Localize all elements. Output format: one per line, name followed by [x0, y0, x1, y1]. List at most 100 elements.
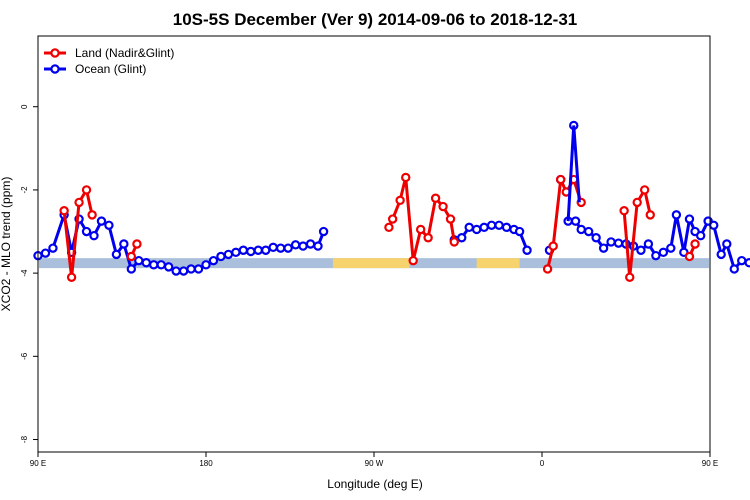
x-tick-label: 90 W [365, 459, 384, 468]
series-1-point [253, 245, 263, 255]
series-1-point [246, 246, 256, 257]
y-tick-label: -4 [20, 269, 29, 277]
series-0-point [74, 197, 84, 208]
series-1-point [501, 222, 512, 233]
series-1-point [283, 243, 293, 253]
series-0-point [408, 255, 418, 266]
series-1-point [193, 264, 204, 274]
series-0-point [619, 206, 629, 216]
legend-marker [50, 48, 60, 58]
series-1-point [636, 245, 646, 255]
x-tick-label: 90 E [30, 459, 46, 468]
series-0-point [126, 251, 137, 262]
series-0-point [387, 214, 398, 224]
series-0-point [639, 185, 650, 195]
series-1-point [111, 249, 122, 260]
series-1-point [671, 210, 682, 220]
series-1-point [494, 220, 504, 230]
series-1-point [464, 222, 474, 233]
series-1-point [186, 264, 196, 274]
series-1-point [261, 245, 271, 255]
series-1-point [81, 226, 92, 237]
series-1-point [318, 226, 329, 237]
series-1-point [223, 249, 234, 260]
y-tick-label: -8 [20, 435, 29, 443]
series-1-point [275, 243, 286, 253]
legend-marker [50, 64, 60, 74]
series-0-point [87, 210, 97, 220]
series-1-point [570, 216, 581, 226]
series-1-point [48, 243, 58, 253]
series-1-point [457, 233, 467, 243]
series-1-point [96, 216, 107, 226]
series-1-point [606, 237, 616, 247]
series-1-point [305, 239, 316, 249]
y-tick-label: -2 [20, 186, 29, 194]
series-1-point [613, 238, 624, 248]
series-1-point [666, 243, 676, 253]
series-0-point [555, 174, 566, 185]
series-1-point [471, 224, 482, 235]
series-0-point [684, 251, 695, 262]
series-1-point [119, 239, 129, 249]
series-1-point [290, 240, 301, 250]
x-tick-label: 0 [540, 459, 545, 468]
x-axis-label: Longitude (deg E) [327, 477, 422, 491]
series-0-point [415, 224, 426, 235]
series-1-point [744, 258, 750, 268]
series-0-point [401, 172, 411, 183]
y-tick-label: -6 [20, 352, 29, 360]
series-0-point [645, 210, 655, 220]
series-1-point [522, 245, 532, 255]
series-1-point [178, 266, 189, 276]
series-1-point [716, 249, 726, 260]
series-0-point [395, 195, 405, 206]
series-1-point [709, 220, 719, 230]
series-1-point [514, 226, 525, 237]
chart-title: 10S-5S December (Ver 9) 2014-09-06 to 20… [173, 10, 577, 29]
series-1-point [141, 258, 151, 268]
series-1-point [298, 241, 308, 251]
series-1-spike-line [566, 125, 581, 222]
series-1-point [149, 260, 159, 270]
series-1-point [126, 264, 137, 274]
series-1-point [171, 266, 181, 276]
series-0-point [690, 239, 700, 249]
series-1-point [216, 251, 226, 262]
series-1-point [238, 245, 249, 255]
land-band-1 [476, 258, 520, 269]
series-1-point [156, 260, 166, 270]
series-1-point [313, 241, 323, 251]
series-0-point [445, 214, 456, 224]
legend: Land (Nadir&Glint) Ocean (Glint) [44, 46, 174, 76]
series-1-point [722, 239, 732, 249]
series-layer [33, 120, 750, 282]
x-tick-label: 180 [199, 459, 213, 468]
series-0-point [59, 206, 69, 216]
series-0-point [449, 237, 459, 247]
y-tick-label: 0 [20, 104, 29, 109]
series-0-point [132, 239, 142, 249]
series-1-point [695, 230, 706, 241]
y-axis-label: XCO2 - MLO trend (ppm) [0, 177, 13, 312]
series-0-point [384, 222, 394, 233]
legend-label: Land (Nadir&Glint) [75, 46, 174, 60]
series-0-line-2 [387, 175, 456, 263]
series-1-point [598, 243, 609, 253]
series-0-point [81, 185, 92, 195]
series-1-point [479, 222, 489, 233]
series-1-point [163, 262, 174, 272]
legend-label: Ocean (Glint) [75, 62, 146, 76]
series-0-point [66, 272, 77, 282]
series-1-point [591, 233, 601, 243]
series-0-point [632, 197, 642, 208]
series-1-point [208, 255, 219, 266]
series-1-point [583, 226, 594, 237]
series-1-point [104, 220, 114, 230]
series-1-point [231, 247, 241, 258]
series-0-point [438, 201, 448, 212]
series-1-point [40, 248, 51, 258]
series-1-point [684, 214, 695, 224]
x-axis: 90 E 180 90 W 0 90 E [30, 452, 718, 468]
